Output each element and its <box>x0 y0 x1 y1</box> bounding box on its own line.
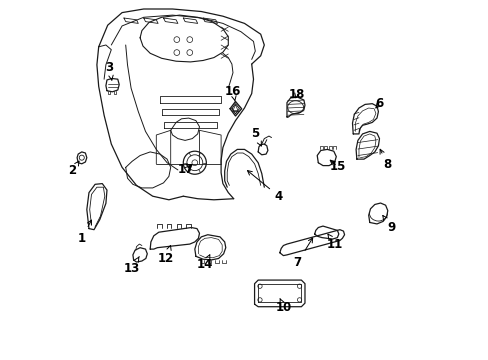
Text: 1: 1 <box>78 220 91 245</box>
Text: 16: 16 <box>224 85 241 101</box>
Text: 12: 12 <box>158 246 174 265</box>
Text: 17: 17 <box>178 163 194 176</box>
Text: 4: 4 <box>247 171 282 203</box>
Text: 9: 9 <box>382 216 395 234</box>
Text: 15: 15 <box>328 160 345 173</box>
Text: 10: 10 <box>275 298 292 314</box>
Text: 2: 2 <box>68 161 79 177</box>
Text: 6: 6 <box>375 97 383 110</box>
Text: 3: 3 <box>105 61 113 80</box>
Text: 18: 18 <box>288 88 304 101</box>
Text: 11: 11 <box>326 234 343 251</box>
Text: 7: 7 <box>293 238 312 269</box>
Text: 8: 8 <box>379 149 391 171</box>
Text: 13: 13 <box>124 257 140 275</box>
Text: 14: 14 <box>196 255 213 271</box>
Text: 5: 5 <box>251 127 261 146</box>
